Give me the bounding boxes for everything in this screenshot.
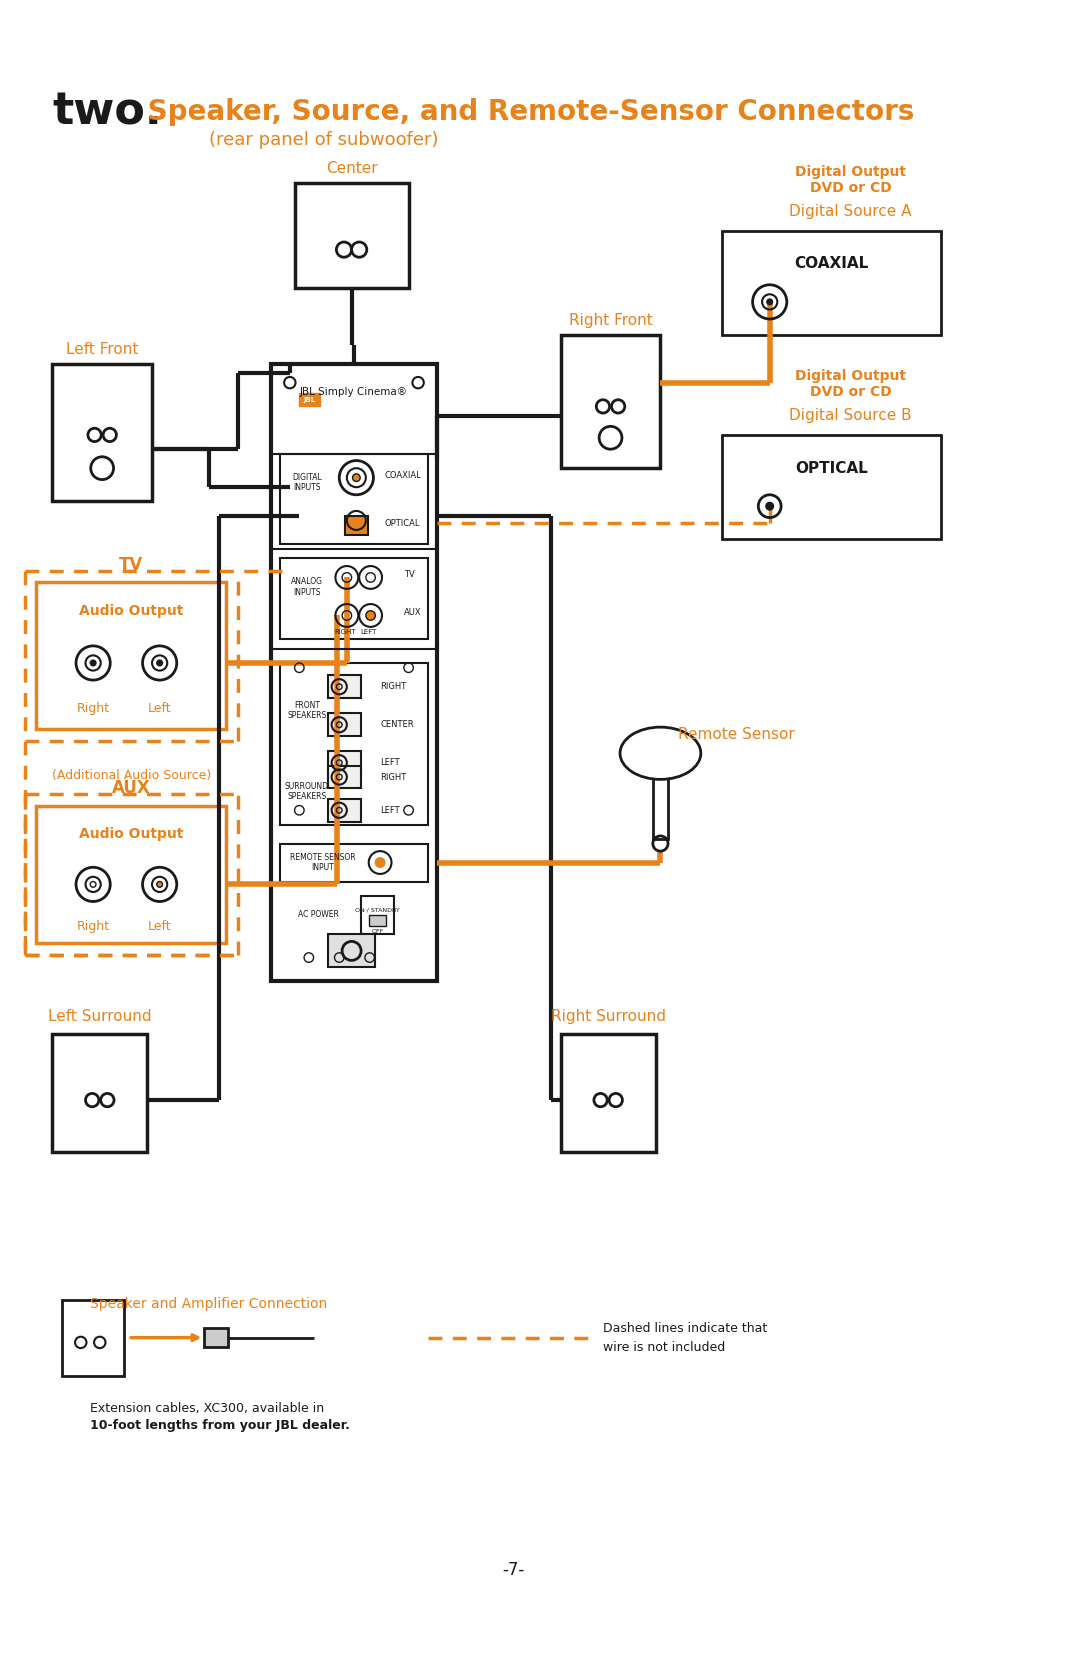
- Text: Digital Source A: Digital Source A: [789, 204, 912, 219]
- Bar: [295, 184, 408, 287]
- Text: COAXIAL: COAXIAL: [384, 471, 421, 481]
- Text: two.: two.: [52, 90, 162, 134]
- Text: LEFT: LEFT: [380, 806, 400, 814]
- Text: RIGHT: RIGHT: [380, 773, 406, 781]
- Ellipse shape: [620, 728, 701, 779]
- Bar: [204, 1329, 228, 1347]
- Circle shape: [352, 474, 360, 481]
- Text: Left Surround: Left Surround: [48, 1010, 151, 1025]
- Bar: [271, 364, 437, 981]
- Bar: [561, 1033, 656, 1152]
- Text: Left: Left: [148, 703, 172, 714]
- Bar: [361, 896, 394, 933]
- Text: LEFT: LEFT: [380, 758, 400, 768]
- Text: Left: Left: [148, 920, 172, 933]
- Bar: [328, 766, 361, 788]
- Text: JBL Simply Cinema®: JBL Simply Cinema®: [300, 387, 408, 397]
- Bar: [52, 1033, 147, 1152]
- Bar: [299, 394, 321, 407]
- Bar: [723, 230, 941, 335]
- Bar: [345, 516, 368, 534]
- Text: COAXIAL: COAXIAL: [795, 257, 868, 272]
- Text: OPTICAL: OPTICAL: [384, 519, 420, 527]
- Circle shape: [157, 881, 162, 888]
- Text: Audio Output: Audio Output: [79, 604, 184, 618]
- Bar: [281, 454, 428, 544]
- Text: Left Front: Left Front: [66, 342, 138, 357]
- Bar: [328, 933, 376, 966]
- Text: wire is not included: wire is not included: [604, 1340, 726, 1354]
- Circle shape: [157, 661, 162, 666]
- Circle shape: [376, 858, 384, 868]
- Bar: [328, 676, 361, 698]
- Text: LEFT: LEFT: [361, 629, 377, 634]
- Bar: [723, 436, 941, 539]
- Text: OFF: OFF: [372, 930, 383, 935]
- Text: RIGHT: RIGHT: [380, 683, 406, 691]
- Text: Right Front: Right Front: [569, 314, 652, 329]
- Text: Dashed lines indicate that: Dashed lines indicate that: [604, 1322, 768, 1335]
- Text: REMOTE SENSOR
INPUT: REMOTE SENSOR INPUT: [291, 853, 356, 873]
- Text: ANALOG
INPUTS: ANALOG INPUTS: [291, 577, 323, 596]
- Text: Speaker, Source, and Remote-Sensor Connectors: Speaker, Source, and Remote-Sensor Conne…: [138, 98, 914, 125]
- Text: AUX: AUX: [404, 608, 421, 618]
- Bar: [281, 843, 428, 881]
- Bar: [328, 799, 361, 821]
- Text: OPTICAL: OPTICAL: [795, 461, 868, 476]
- Text: JBL: JBL: [303, 397, 315, 402]
- Circle shape: [91, 661, 96, 666]
- Text: Remote Sensor: Remote Sensor: [678, 726, 795, 741]
- Text: (rear panel of subwoofer): (rear panel of subwoofer): [210, 132, 438, 149]
- Bar: [652, 748, 669, 840]
- Circle shape: [766, 502, 773, 511]
- Text: DIGITAL
INPUTS: DIGITAL INPUTS: [292, 472, 322, 492]
- Text: TV: TV: [404, 571, 415, 579]
- Text: Center: Center: [326, 162, 377, 177]
- Text: DVD or CD: DVD or CD: [810, 180, 891, 195]
- Text: CENTER: CENTER: [380, 721, 414, 729]
- Text: Right Surround: Right Surround: [551, 1010, 665, 1025]
- Bar: [281, 559, 428, 639]
- Bar: [36, 806, 226, 943]
- Text: ON / STANDBY: ON / STANDBY: [355, 908, 400, 913]
- Text: 10-foot lengths from your JBL dealer.: 10-foot lengths from your JBL dealer.: [91, 1419, 350, 1432]
- Text: TV: TV: [119, 556, 144, 574]
- Bar: [561, 335, 661, 469]
- Text: AUX: AUX: [111, 779, 150, 798]
- Bar: [328, 713, 361, 736]
- Circle shape: [366, 611, 376, 621]
- Text: DVD or CD: DVD or CD: [810, 386, 891, 399]
- Text: Extension cables, XC300, available in: Extension cables, XC300, available in: [91, 1402, 324, 1415]
- Bar: [281, 663, 428, 824]
- Text: Digital Output: Digital Output: [795, 165, 906, 179]
- Text: AC POWER: AC POWER: [298, 910, 339, 920]
- Text: Digital Output: Digital Output: [795, 369, 906, 382]
- Bar: [62, 1300, 123, 1375]
- Bar: [36, 582, 226, 729]
- Text: Audio Output: Audio Output: [79, 828, 184, 841]
- Bar: [52, 364, 152, 501]
- Text: SURROUND
SPEAKERS: SURROUND SPEAKERS: [285, 781, 329, 801]
- Text: FRONT
SPEAKERS: FRONT SPEAKERS: [287, 701, 326, 721]
- Circle shape: [767, 299, 772, 305]
- Bar: [368, 915, 386, 926]
- Text: -7-: -7-: [502, 1562, 524, 1579]
- Bar: [328, 751, 361, 774]
- Text: (Additional Audio Source): (Additional Audio Source): [52, 769, 211, 781]
- Text: Speaker and Amplifier Connection: Speaker and Amplifier Connection: [91, 1297, 327, 1312]
- Text: Right: Right: [77, 703, 110, 714]
- Text: Right: Right: [77, 920, 110, 933]
- Text: RIGHT: RIGHT: [334, 629, 355, 634]
- Text: Digital Source B: Digital Source B: [789, 409, 912, 424]
